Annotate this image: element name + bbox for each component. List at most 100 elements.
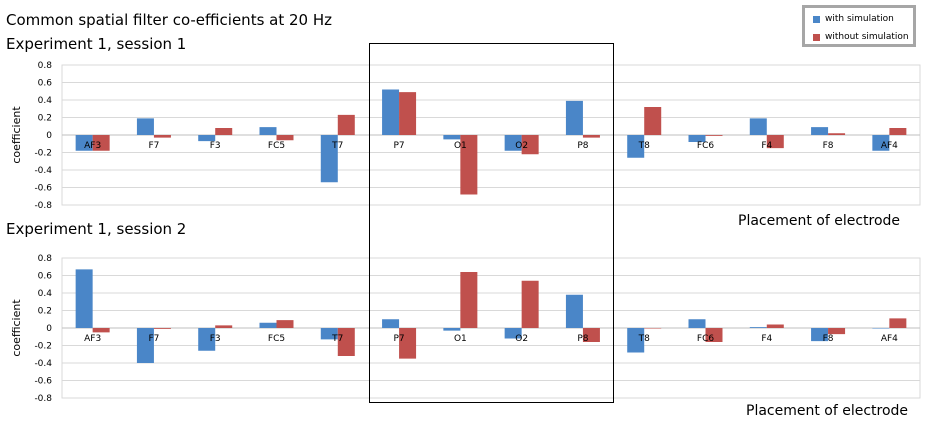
bar-without-simulation-p8 <box>582 135 600 138</box>
bar-without-simulation-p7 <box>399 92 417 135</box>
x-tick-label: FC6 <box>697 141 714 151</box>
bar-without-simulation-o1 <box>460 272 478 328</box>
bar-without-simulation-af4 <box>889 128 907 135</box>
bar-with-simulation-fc5 <box>259 322 277 328</box>
bar-without-simulation-fc6 <box>705 135 723 136</box>
bar-with-simulation-p8 <box>565 100 583 135</box>
bar-with-simulation-t8 <box>627 135 645 158</box>
bar-with-simulation-f3 <box>198 328 216 351</box>
y-tick-label: -0.6 <box>34 377 52 387</box>
y-tick-label: 0.6 <box>38 79 53 89</box>
bar-with-simulation-fc6 <box>688 135 706 142</box>
y-tick-label: 0.8 <box>38 254 53 264</box>
bar-without-simulation-t7 <box>337 114 355 135</box>
x-tick-label: O1 <box>454 334 467 344</box>
y-axis-label: coefficient <box>10 106 23 164</box>
x-tick-label: FC5 <box>268 141 285 151</box>
y-tick-label: 0.2 <box>38 307 52 317</box>
x-tick-label: P7 <box>393 141 404 151</box>
chart-session-2: 0.8 0.6 0.4 0.2 0 -0.2 -0.4 -0.6 -0.8 coefficient… <box>10 254 921 404</box>
bar-with-simulation-f4 <box>749 118 767 135</box>
figure-title: Common spatial filter co-efficients at 2… <box>6 11 333 29</box>
bar-with-simulation-f8 <box>811 328 829 342</box>
bar-with-simulation-fc5 <box>259 127 277 135</box>
y-tick-label: -0.8 <box>34 394 52 404</box>
x-tick-label: F4 <box>761 334 772 344</box>
bar-without-simulation-o2 <box>521 280 539 328</box>
legend-swatch-with-simulation <box>813 15 820 23</box>
bar-without-simulation-p8 <box>582 328 600 342</box>
legend-item-without-simulation: without simulation <box>813 32 909 43</box>
legend-swatch-without-simulation <box>813 33 820 41</box>
x-tick-label: F3 <box>210 141 221 151</box>
bar-with-simulation-af4 <box>872 328 890 329</box>
x-tick-label: T7 <box>331 334 343 344</box>
y-tick-label: 0 <box>46 131 52 141</box>
legend-label-with-simulation: with simulation <box>825 14 894 24</box>
y-tick-label: 0.4 <box>38 96 53 106</box>
bar-with-simulation-o2 <box>504 328 522 339</box>
bar-without-simulation-o2 <box>521 135 539 155</box>
chart-2-xlabel: Placement of electrode <box>746 403 909 419</box>
y-tick-label: -0.6 <box>34 184 52 194</box>
x-tick-label: T8 <box>638 141 650 151</box>
bar-with-simulation-fc6 <box>688 319 706 328</box>
bar-without-simulation-f3 <box>215 128 233 135</box>
y-tick-label: 0.2 <box>38 114 52 124</box>
x-tick-label: FC6 <box>697 334 714 344</box>
y-tick-label: -0.8 <box>34 201 52 211</box>
x-tick-label: P8 <box>577 141 588 151</box>
x-tick-label: AF3 <box>84 141 101 151</box>
bar-with-simulation-f7 <box>136 118 154 135</box>
x-tick-label: O2 <box>515 141 528 151</box>
y-tick-label: 0.6 <box>38 272 53 282</box>
bar-with-simulation-af3 <box>75 135 93 151</box>
x-tick-label: P8 <box>577 334 588 344</box>
bar-without-simulation-t8 <box>644 328 662 329</box>
bar-with-simulation-f4 <box>749 327 767 328</box>
x-tick-label: F7 <box>148 334 159 344</box>
bar-without-simulation-f4 <box>766 135 784 149</box>
legend: with simulation without simulation <box>802 5 916 47</box>
bar-without-simulation-f8 <box>828 328 846 335</box>
x-tick-label: O1 <box>454 141 467 151</box>
x-tick-label: FC5 <box>268 334 285 344</box>
bar-with-simulation-f3 <box>198 135 216 142</box>
bar-without-simulation-f7 <box>153 135 171 138</box>
bar-without-simulation-f3 <box>215 325 233 328</box>
bar-with-simulation-p7 <box>382 89 400 135</box>
y-tick-label: 0.8 <box>38 61 53 71</box>
y-tick-label: -0.2 <box>34 149 52 159</box>
bar-without-simulation-t7 <box>337 328 355 356</box>
bar-with-simulation-p7 <box>382 319 400 328</box>
x-tick-label: F4 <box>761 141 772 151</box>
y-tick-label: 0 <box>46 324 52 334</box>
bar-without-simulation-p7 <box>399 328 417 359</box>
bar-with-simulation-t7 <box>320 135 338 183</box>
bar-without-simulation-fc5 <box>276 320 294 328</box>
x-tick-label: O2 <box>515 334 528 344</box>
bar-with-simulation-o2 <box>504 135 522 151</box>
bar-without-simulation-f7 <box>153 328 171 329</box>
bar-with-simulation-t8 <box>627 328 645 353</box>
x-tick-label: P7 <box>393 334 404 344</box>
legend-item-with-simulation: with simulation <box>813 14 894 25</box>
x-tick-label: F8 <box>823 334 834 344</box>
chart-1-xlabel: Placement of electrode <box>738 213 901 229</box>
bar-without-simulation-f4 <box>766 324 784 328</box>
chart-2-title: Experiment 1, session 2 <box>6 220 187 238</box>
bar-with-simulation-f7 <box>136 328 154 363</box>
x-tick-label: AF4 <box>881 141 898 151</box>
legend-label-without-simulation: without simulation <box>825 32 909 42</box>
x-tick-label: AF4 <box>881 334 898 344</box>
bar-without-simulation-fc5 <box>276 135 294 141</box>
x-tick-label: T8 <box>638 334 650 344</box>
bar-with-simulation-f8 <box>811 127 829 135</box>
x-tick-label: AF3 <box>84 334 101 344</box>
chart-session-1: 0.8 0.6 0.4 0.2 0 -0.2 -0.4 -0.6 -0.8 coefficient… <box>10 61 921 211</box>
bar-without-simulation-o1 <box>460 135 478 195</box>
chart-1-title: Experiment 1, session 1 <box>6 35 187 53</box>
bar-with-simulation-af3 <box>75 269 93 328</box>
bar-without-simulation-fc6 <box>705 328 723 342</box>
y-tick-label: -0.2 <box>34 342 52 352</box>
